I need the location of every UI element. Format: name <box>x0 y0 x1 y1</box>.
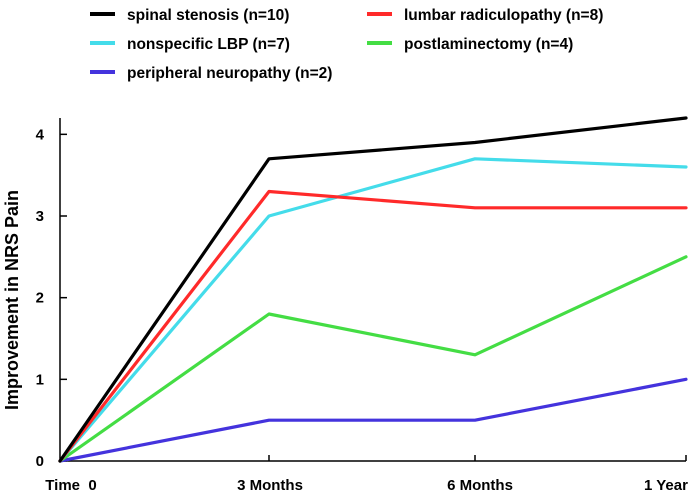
y-tick-label: 2 <box>36 290 44 307</box>
series-line-postlaminectomy <box>58 255 688 463</box>
y-tick-label: 0 <box>36 453 44 470</box>
y-ticks: 0 1 2 3 4 <box>36 126 67 470</box>
x-tick-label: 3 Months <box>237 477 303 493</box>
x-ticks: Time 0 3 Months 6 Months 1 Year <box>45 455 688 493</box>
series-line-lumbar-radiculopathy <box>58 189 688 463</box>
x-tick-label: Time 0 <box>45 477 96 493</box>
legend-label-lumbar-radiculopathy: lumbar radiculopathy (n=8) <box>404 7 603 24</box>
series-line-nonspecific-lbp <box>58 157 688 463</box>
x-tick-label: 6 Months <box>447 477 513 493</box>
y-tick-label: 4 <box>36 126 45 143</box>
series-line-peripheral-neuropathy <box>58 377 688 463</box>
series-line-spinal-stenosis <box>58 116 688 463</box>
y-tick-label: 1 <box>36 371 44 388</box>
series-lines <box>58 116 688 463</box>
legend-label-peripheral-neuropathy: peripheral neuropathy (n=2) <box>127 65 332 82</box>
axes: Improvement in NRS Pain <box>2 118 686 462</box>
legend: spinal stenosis (n=10) lumbar radiculopat… <box>90 7 603 82</box>
y-tick-label: 3 <box>36 208 44 225</box>
y-axis-label: Improvement in NRS Pain <box>2 190 22 410</box>
legend-label-postlaminectomy: postlaminectomy (n=4) <box>404 36 573 53</box>
legend-label-spinal-stenosis: spinal stenosis (n=10) <box>127 7 289 24</box>
x-tick-label: 1 Year <box>644 477 688 493</box>
legend-label-nonspecific-lbp: nonspecific LBP (n=7) <box>127 36 290 53</box>
